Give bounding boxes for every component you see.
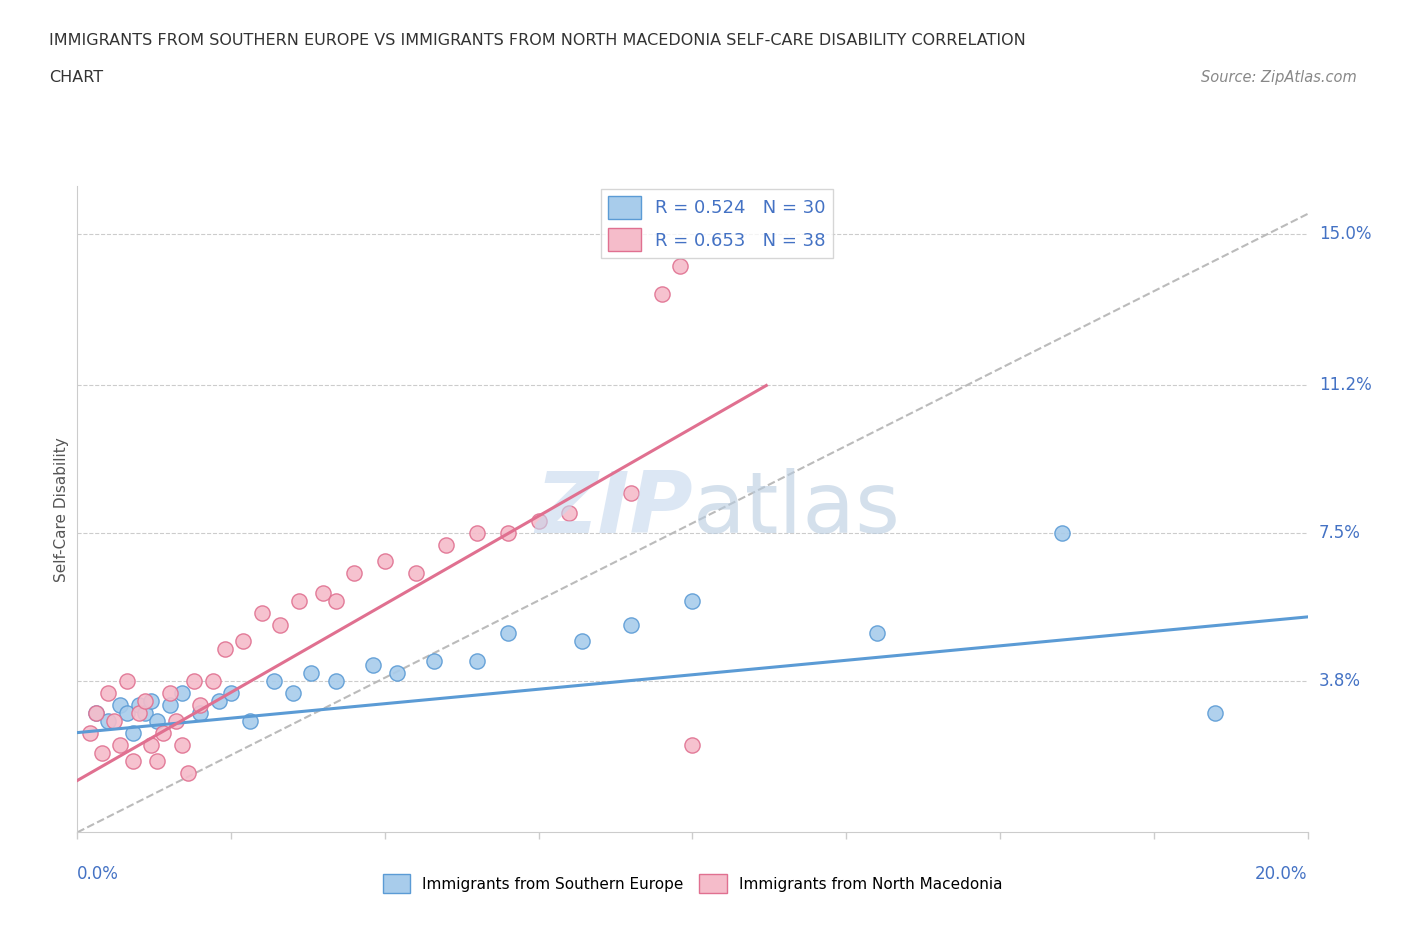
Point (188, 698, 212, 712)
Point (299, 665, 322, 680)
Point (263, 673, 285, 688)
Point (571, 633, 593, 648)
Point (128, 698, 150, 712)
Text: ZIP: ZIP (534, 468, 693, 551)
Point (110, 698, 132, 712)
Point (1050, 525, 1073, 540)
Text: 0.0%: 0.0% (77, 865, 120, 884)
Text: atlas: atlas (693, 468, 900, 551)
Point (343, 565, 366, 580)
Point (141, 693, 163, 708)
Point (385, 665, 409, 680)
Point (159, 698, 181, 712)
Point (496, 525, 519, 540)
Point (269, 618, 291, 632)
Point (165, 713, 187, 728)
Point (170, 737, 193, 752)
Point (682, 737, 704, 752)
Point (152, 725, 174, 740)
Point (79, 725, 101, 740)
Point (219, 685, 242, 700)
Point (183, 673, 205, 688)
Point (669, 259, 692, 273)
Point (496, 625, 519, 640)
Point (208, 693, 231, 708)
Point (620, 485, 643, 500)
Point (170, 685, 193, 700)
Point (115, 705, 138, 720)
Point (374, 553, 396, 568)
Point (866, 625, 889, 640)
Point (134, 705, 156, 720)
Point (465, 654, 488, 669)
Text: 11.2%: 11.2% (1319, 377, 1371, 394)
Point (620, 618, 643, 632)
Point (325, 673, 347, 688)
Point (134, 693, 156, 708)
Point (436, 538, 458, 552)
Point (97, 713, 120, 728)
Point (188, 705, 212, 720)
Point (527, 513, 550, 528)
Text: Source: ZipAtlas.com: Source: ZipAtlas.com (1201, 70, 1357, 85)
Point (159, 685, 181, 700)
Text: 20.0%: 20.0% (1256, 865, 1308, 884)
Point (84, 705, 107, 720)
Point (90, 745, 114, 760)
Text: CHART: CHART (49, 70, 103, 85)
Point (115, 673, 138, 688)
Point (146, 713, 169, 728)
Point (405, 565, 427, 580)
Point (281, 685, 304, 700)
Point (1204, 705, 1226, 720)
Text: IMMIGRANTS FROM SOUTHERN EUROPE VS IMMIGRANTS FROM NORTH MACEDONIA SELF-CARE DIS: IMMIGRANTS FROM SOUTHERN EUROPE VS IMMIG… (49, 33, 1026, 47)
Point (250, 605, 273, 620)
Point (682, 593, 704, 608)
Point (146, 753, 169, 768)
Y-axis label: Self-Care Disability: Self-Care Disability (53, 437, 69, 581)
Point (312, 586, 335, 601)
Point (97, 685, 120, 700)
Point (423, 654, 446, 669)
Point (361, 658, 384, 672)
Point (465, 525, 488, 540)
Point (177, 765, 200, 780)
Point (232, 633, 254, 648)
Point (103, 713, 125, 728)
Point (201, 673, 224, 688)
Point (214, 642, 236, 657)
Point (141, 737, 163, 752)
Legend: R = 0.524   N = 30, R = 0.653   N = 38: R = 0.524 N = 30, R = 0.653 N = 38 (602, 189, 832, 259)
Point (239, 713, 262, 728)
Point (558, 506, 581, 521)
Text: 7.5%: 7.5% (1319, 525, 1361, 542)
Point (128, 705, 150, 720)
Point (651, 286, 673, 301)
Text: 3.8%: 3.8% (1319, 671, 1361, 690)
Point (121, 725, 143, 740)
Text: 15.0%: 15.0% (1319, 225, 1371, 243)
Point (84, 705, 107, 720)
Point (121, 753, 143, 768)
Point (110, 737, 132, 752)
Point (325, 593, 347, 608)
Point (288, 593, 311, 608)
